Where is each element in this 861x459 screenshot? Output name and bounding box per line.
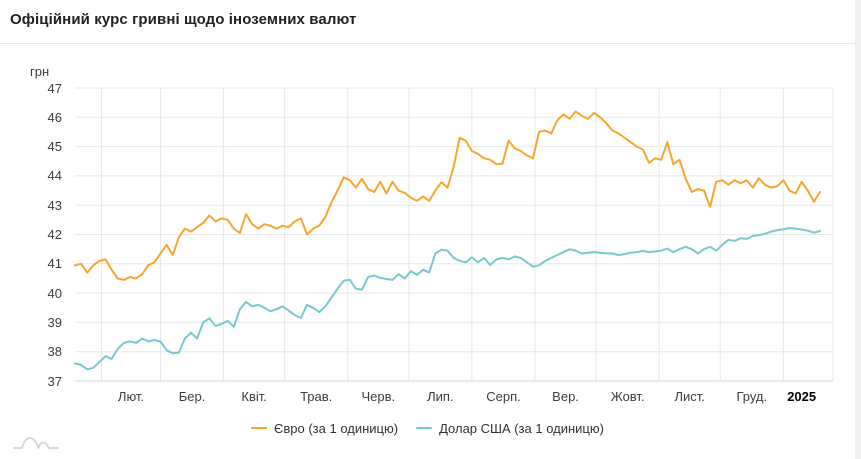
- x-tick-label: 2025: [787, 389, 817, 404]
- x-tick-label: Серп.: [486, 389, 521, 404]
- x-tick-label: Лют.: [117, 389, 145, 404]
- x-tick-label: Вер.: [552, 389, 579, 404]
- y-tick-label: 45: [47, 139, 62, 155]
- x-tick-label: Квіт.: [241, 389, 267, 404]
- euro-line-marker: [251, 427, 268, 429]
- legend-item-euro[interactable]: Євро (за 1 одиницю): [251, 421, 398, 436]
- chart-header: Офіційний курс гривні щодо іноземних вал…: [0, 0, 855, 43]
- x-tick-label: Лист.: [674, 389, 705, 404]
- header-divider: [0, 43, 855, 44]
- y-tick-label: 47: [47, 80, 62, 96]
- y-tick-label: 41: [47, 256, 62, 272]
- legend-item-dollar[interactable]: Долар США (за 1 одиницю): [416, 421, 604, 436]
- y-tick-label: 42: [47, 227, 62, 242]
- y-tick-label: 46: [47, 109, 62, 125]
- dollar-line-marker: [416, 427, 433, 429]
- chart-legend: Євро (за 1 одиницю) Долар США (за 1 один…: [0, 418, 855, 438]
- x-tick-label: Груд.: [736, 389, 768, 404]
- y-tick-label: 44: [47, 168, 62, 184]
- y-tick-label: 43: [47, 197, 62, 213]
- page-right-edge: [855, 0, 861, 459]
- y-tick-label: 39: [47, 314, 62, 330]
- legend-label-euro: Євро (за 1 одиницю): [274, 420, 399, 436]
- chart-title: Офіційний курс гривні щодо іноземних вал…: [10, 11, 357, 28]
- y-tick-label: 37: [47, 373, 62, 389]
- y-tick-label: 40: [47, 285, 62, 301]
- x-tick-label: Жовт.: [610, 389, 645, 404]
- x-tick-label: Бер.: [178, 389, 206, 404]
- x-tick-label: Черв.: [361, 389, 396, 404]
- euro-series-line[interactable]: [74, 110, 821, 281]
- y-tick-label: 38: [47, 344, 62, 360]
- y-axis-unit-label: грн: [30, 64, 50, 79]
- legend-label-dollar: Долар США (за 1 одиницю): [439, 420, 604, 436]
- x-tick-label: Трав.: [300, 389, 333, 404]
- dollar-series-line[interactable]: [74, 227, 821, 371]
- chart-waves-logo: [13, 437, 59, 449]
- x-tick-label: Лип.: [427, 389, 454, 404]
